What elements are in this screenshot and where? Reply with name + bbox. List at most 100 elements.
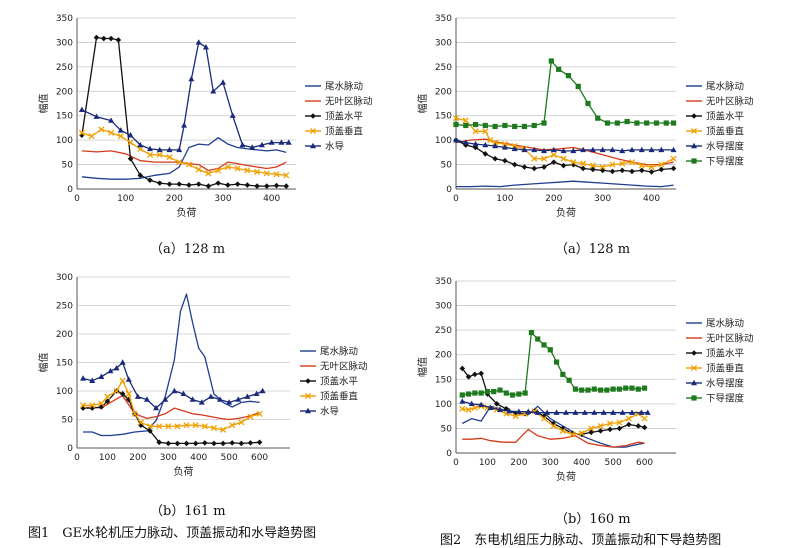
data-point: [98, 400, 105, 407]
data-point: [146, 151, 154, 158]
legend-entry: 尾水脉动: [686, 318, 744, 330]
data-point: [117, 133, 124, 140]
data-point: [572, 386, 579, 392]
data-point: [146, 423, 154, 430]
data-point: [472, 128, 479, 135]
y-tick-label: 150: [56, 359, 73, 369]
x-tick-label: 200: [166, 194, 183, 204]
data-point: [616, 386, 623, 392]
data-point: [512, 123, 518, 130]
data-point: [88, 133, 95, 140]
data-point: [544, 409, 551, 415]
x-tick-label: 200: [129, 453, 146, 463]
data-point: [579, 387, 585, 393]
y-axis-label: 幅值: [37, 353, 50, 373]
data-point: [591, 386, 597, 392]
data-point: [113, 365, 120, 371]
data-point: [253, 390, 260, 397]
data-point: [89, 402, 96, 409]
data-point: [629, 409, 635, 415]
data-point: [506, 408, 513, 414]
x-axis-label: 负荷: [174, 465, 194, 478]
legend-entry: 顶盖垂直: [300, 391, 359, 403]
subcaption-fig1-a: （a）128 m: [150, 242, 226, 257]
data-point: [492, 142, 499, 149]
data-point: [619, 167, 626, 174]
data-point: [125, 390, 132, 397]
data-point: [186, 182, 192, 188]
data-point: [181, 122, 188, 128]
legend-entry: 水导摆度: [686, 141, 745, 153]
legend-marker: [310, 142, 316, 149]
data-point: [108, 129, 115, 136]
y-tick-label: 200: [435, 87, 452, 97]
series-2: [79, 34, 290, 189]
data-point: [531, 165, 538, 172]
data-point: [629, 385, 635, 391]
data-point: [638, 162, 645, 169]
x-tick-label: 300: [160, 453, 177, 463]
legend-entry: 下导摆度: [686, 156, 745, 168]
data-point: [198, 399, 205, 405]
data-point: [138, 422, 144, 428]
data-point: [176, 159, 183, 166]
data-point: [580, 160, 587, 167]
data-point: [540, 155, 548, 162]
data-point: [492, 123, 498, 130]
data-point: [501, 140, 508, 148]
data-point: [575, 83, 581, 89]
data-point: [515, 408, 522, 414]
x-tick-label: 100: [117, 194, 134, 204]
data-point: [117, 127, 124, 133]
data-point: [256, 439, 263, 446]
data-point: [273, 182, 280, 189]
data-point: [658, 146, 665, 153]
data-point: [619, 160, 626, 167]
data-point: [619, 147, 626, 154]
x-axis-label: 负荷: [177, 206, 197, 219]
legend-entry: 无叶区脉动: [300, 361, 368, 373]
data-point: [238, 440, 245, 447]
legend-marker: [304, 392, 312, 400]
series-line: [455, 60, 674, 128]
data-point: [283, 172, 290, 179]
series-1: [83, 394, 260, 421]
y-tick-label: 100: [56, 387, 73, 397]
legend-entry: 顶盖垂直: [686, 126, 745, 138]
data-point: [258, 141, 265, 148]
data-point: [462, 139, 469, 145]
x-tick-label: 0: [453, 194, 459, 204]
data-point: [156, 151, 163, 158]
figure-1-caption: 图1 GE水轮机压力脉动、顶盖振动和水导趋势图: [28, 526, 317, 541]
data-point: [247, 413, 254, 420]
data-point: [550, 422, 557, 430]
data-point: [556, 66, 562, 72]
data-point: [550, 420, 557, 427]
y-tick-label: 200: [56, 87, 73, 97]
data-point: [599, 163, 606, 171]
data-point: [638, 409, 645, 415]
data-point: [131, 410, 138, 417]
data-point: [78, 106, 85, 113]
legend-entry: 尾水脉动: [305, 81, 363, 93]
data-point: [578, 430, 585, 437]
data-point: [217, 396, 224, 402]
data-point: [550, 159, 557, 165]
series-3: [452, 115, 677, 171]
data-point: [127, 155, 134, 162]
data-point: [202, 44, 209, 50]
data-point: [153, 404, 160, 411]
data-point: [80, 405, 86, 411]
legend-label: 无叶区脉动: [706, 96, 754, 108]
x-axis-label: 负荷: [556, 470, 576, 483]
y-axis-label: 幅值: [37, 94, 50, 114]
data-point: [521, 146, 528, 153]
legend-label: 顶盖垂直: [325, 126, 364, 138]
y-tick-label: 250: [435, 326, 452, 336]
data-point: [195, 39, 202, 45]
legend-label: 顶盖水平: [320, 376, 359, 388]
x-tick-label: 600: [636, 458, 653, 468]
data-point: [472, 390, 478, 396]
legend-entry: 尾水脉动: [300, 346, 358, 358]
data-point: [183, 422, 190, 429]
